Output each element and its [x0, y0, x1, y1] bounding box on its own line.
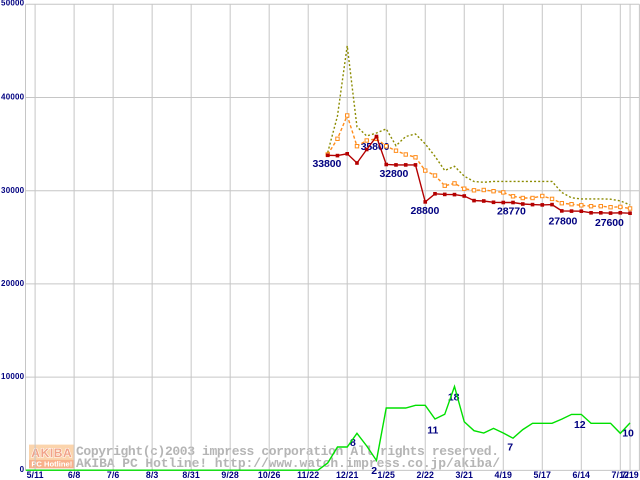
svg-text:1/25: 1/25: [377, 470, 395, 480]
svg-text:12: 12: [574, 419, 586, 431]
svg-text:PC Hotline!: PC Hotline!: [31, 460, 72, 469]
svg-text:6/8: 6/8: [68, 470, 81, 480]
svg-text:10000: 10000: [1, 372, 25, 381]
svg-text:7/6: 7/6: [107, 470, 120, 480]
svg-text:28800: 28800: [411, 205, 440, 217]
svg-text:6/14: 6/14: [573, 470, 591, 480]
svg-text:8/31: 8/31: [182, 470, 200, 480]
svg-text:8/3: 8/3: [146, 470, 159, 480]
svg-text:Copyright(c)2003 impress corpo: Copyright(c)2003 impress corporation All…: [76, 444, 499, 459]
svg-text:7: 7: [507, 441, 513, 453]
svg-text:5/17: 5/17: [534, 470, 552, 480]
svg-text:2: 2: [371, 465, 377, 477]
svg-text:AKIBA PC Hotline! http://www.: AKIBA PC Hotline! http://www.watch.impre…: [76, 456, 500, 471]
svg-text:18: 18: [448, 391, 460, 403]
svg-text:0: 0: [20, 465, 25, 474]
svg-text:28770: 28770: [497, 205, 526, 217]
svg-text:9/28: 9/28: [221, 470, 239, 480]
svg-text:30000: 30000: [1, 186, 25, 195]
svg-text:27600: 27600: [595, 217, 624, 229]
svg-text:10: 10: [622, 428, 634, 440]
svg-text:7/19: 7/19: [621, 470, 639, 480]
svg-text:11: 11: [427, 425, 438, 437]
svg-text:5/11: 5/11: [27, 470, 44, 480]
svg-text:4/19: 4/19: [495, 470, 513, 480]
svg-text:2/22: 2/22: [416, 470, 434, 480]
svg-text:7/12: 7/12: [612, 470, 630, 480]
svg-text:40000: 40000: [1, 93, 25, 102]
svg-text:AKIBA: AKIBA: [31, 446, 72, 460]
svg-text:8: 8: [350, 437, 356, 449]
svg-text:3/21: 3/21: [455, 470, 473, 480]
svg-text:32800: 32800: [380, 168, 409, 180]
svg-text:12/21: 12/21: [336, 470, 359, 480]
svg-text:50000: 50000: [1, 0, 25, 8]
svg-text:20000: 20000: [1, 279, 25, 288]
svg-text:11/22: 11/22: [297, 470, 319, 480]
svg-text:27800: 27800: [549, 216, 578, 228]
svg-text:10/26: 10/26: [258, 470, 281, 480]
svg-text:33800: 33800: [313, 158, 342, 170]
